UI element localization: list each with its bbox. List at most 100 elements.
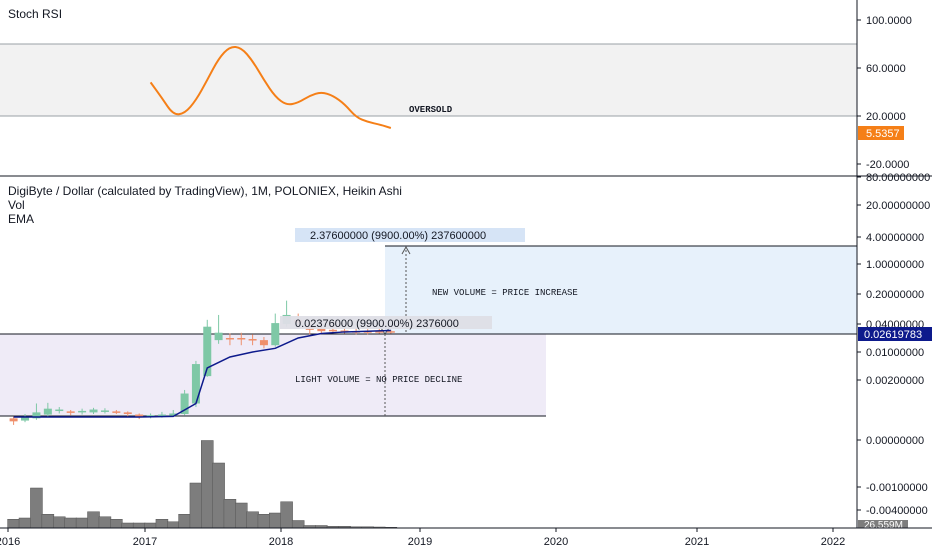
ema-label: EMA [8,212,34,226]
rsi-tick-label-2: 20.0000 [866,111,906,123]
price-tick-label-2: 4.00000000 [866,232,924,244]
candle-2017-06 [203,326,212,377]
rsi-tick-label-1: 60.0000 [866,63,906,75]
candle-2016-02 [21,417,30,421]
volume-value-badge [858,520,908,528]
price-value-badge [858,327,932,341]
volume-bar-2017-08 [223,499,237,529]
price-tick-label-7: 0.00200000 [866,375,924,387]
candle-2017-12 [271,323,280,346]
candle-2016-11 [123,412,132,414]
candle-2017-07 [214,332,223,341]
price-tick-label-0: 80.00000000 [866,172,930,184]
candle-2016-09 [100,410,109,412]
x-tick-label-2021: 2021 [685,536,709,548]
volume-bar-2016-05 [53,516,66,529]
new-volume-label: NEW VOLUME = PRICE INCREASE [432,288,578,298]
volume-value-badge-text: 26.559M [864,520,903,531]
x-tick-label-2019: 2019 [408,536,432,548]
volume-bar-2016-09 [98,516,112,529]
candle-2018-09 [375,331,384,333]
candle-2018-04 [317,328,326,332]
volume-bar-2017-02 [155,519,169,529]
volume-bar-2018-02 [291,520,305,529]
price-value-badge-text: 0.02619783 [864,329,922,341]
volume-bar-2016-02 [18,517,32,529]
x-tick-label-2018: 2018 [269,536,293,548]
volume-bar-2016-08 [87,511,100,529]
price-tick-label-9: -0.00100000 [866,482,928,494]
candle-2017-05 [191,364,200,404]
volume-bar-2017-01 [144,522,157,529]
candle-2017-08 [225,338,234,340]
volume-bar-2017-11 [257,514,271,529]
volume-bar-2016-01 [7,519,20,529]
candle-2016-01 [9,418,18,422]
x-tick-label-2016: 2016 [0,536,20,548]
price-tick-label-10: -0.00400000 [866,505,928,517]
candle-2017-11 [259,340,268,346]
volume-bar-2017-06 [201,440,214,529]
volume-bar-2017-03 [167,521,180,529]
main-title: DigiByte / Dollar (calculated by Trading… [8,184,402,198]
candle-2017-10 [248,339,257,341]
candle-2016-06 [66,411,75,413]
candle-2016-10 [112,411,121,413]
price-axis: 80.00000000 20.00000000 4.00000000 1.000000… [857,172,930,517]
rsi-value-badge-text: 5.5357 [866,128,900,140]
rsi-axis: 100.0000 60.0000 20.0000 -20.0000 [857,15,912,171]
volume-bars [7,440,398,529]
volume-bar-2016-10 [110,519,123,529]
candle-2016-03 [32,412,41,419]
rsi-band [0,44,857,116]
volume-bar-2017-04 [178,514,191,529]
volume-bar-2016-07 [75,517,89,529]
volume-bar-2016-12 [132,522,146,529]
price-tick-label-6: 0.01000000 [866,347,924,359]
rsi-title: Stoch RSI [8,7,62,21]
vol-label: Vol [8,198,25,212]
candle-2016-08 [89,409,98,413]
candle-2016-07 [78,410,87,413]
volume-bar-2016-11 [121,522,135,529]
candle-2018-05 [328,329,337,332]
price-tick-label-3: 1.00000000 [866,259,924,271]
volume-bar-2017-07 [212,462,225,529]
volume-bar-2018-01 [280,501,293,529]
measure-arrowhead-upper [401,245,411,255]
rsi-tick-label-0: 100.0000 [866,15,912,27]
rsi-pane: Stoch RSI OVERSOLD 100.0000 60.0000 20.000… [0,7,912,171]
rsi-tick-label-3: -20.0000 [866,159,909,171]
candle-2017-09 [237,338,246,340]
volume-bar-2017-10 [246,511,259,529]
volume-bar-2016-06 [64,517,77,529]
volume-bar-2016-04 [41,514,55,529]
candle-2017-04 [180,393,189,414]
candle-2018-10 [386,331,395,333]
candle-2016-12 [135,414,144,417]
volume-bar-2017-05 [189,482,203,529]
target-box [295,228,525,242]
current-box-text: 0.02376000 (9900.00%) 2376000 [295,318,459,330]
x-tick-label-2017: 2017 [133,536,157,548]
candle-2016-05 [55,409,64,412]
rsi-value-badge [858,126,904,140]
current-box [280,316,492,329]
volume-bar-2017-09 [235,502,248,529]
rsi-line [149,45,392,129]
volume-bar-2016-03 [30,487,43,529]
x-tick-label-2020: 2020 [544,536,568,548]
candle-2017-03 [169,413,178,416]
x-tick-label-2022: 2022 [821,536,845,548]
volume-bar-2017-12 [269,512,282,529]
candle-2017-02 [157,414,166,417]
target-box-text: 2.37600000 (9900.00%) 237600000 [310,230,486,242]
light-volume-zone [0,334,546,416]
oversold-label: OVERSOLD [409,105,453,115]
price-tick-label-1: 20.00000000 [866,200,930,212]
ema-line [13,329,391,418]
price-tick-label-4: 0.20000000 [866,289,924,301]
light-volume-label: LIGHT VOLUME = NO PRICE DECLINE [295,375,462,385]
candle-2016-04 [43,408,52,415]
